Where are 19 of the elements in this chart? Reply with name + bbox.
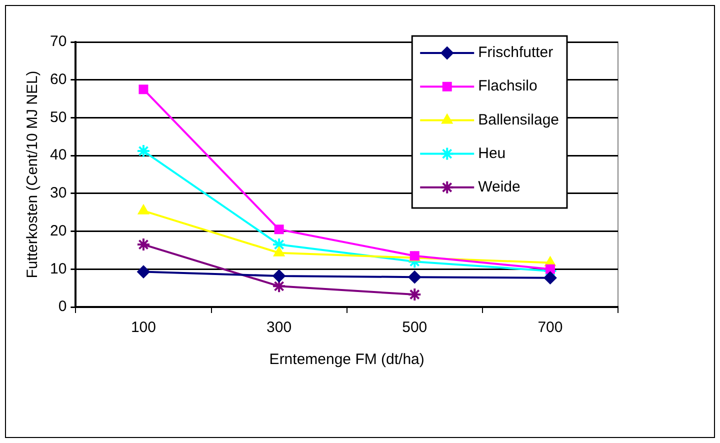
y-tick-label: 70	[50, 33, 67, 50]
x-axis-title: Erntemenge FM (dt/ha)	[269, 351, 424, 368]
x-tick-label: 300	[266, 319, 292, 336]
legend-label: Heu	[478, 144, 506, 162]
x-tick-label: 100	[130, 319, 156, 336]
y-tick-label: 60	[50, 71, 67, 88]
x-tick-label: 500	[402, 319, 428, 336]
y-tick-label: 40	[50, 146, 67, 164]
y-tick-label: 0	[58, 298, 67, 316]
legend-label: Flachsilo	[478, 78, 538, 95]
y-tick-label: 50	[50, 108, 67, 126]
y-tick-label: 30	[50, 184, 67, 202]
y-axis-title: Futterkosten (Cent/10 MJ NEL)	[24, 70, 42, 278]
legend-label: Weide	[478, 178, 520, 196]
y-tick-label: 10	[50, 260, 67, 278]
legend-label: Frischfutter	[478, 44, 554, 62]
legend-label: Ballensilage	[478, 111, 559, 128]
y-tick-label: 20	[50, 222, 67, 240]
x-tick-label: 700	[538, 319, 563, 336]
